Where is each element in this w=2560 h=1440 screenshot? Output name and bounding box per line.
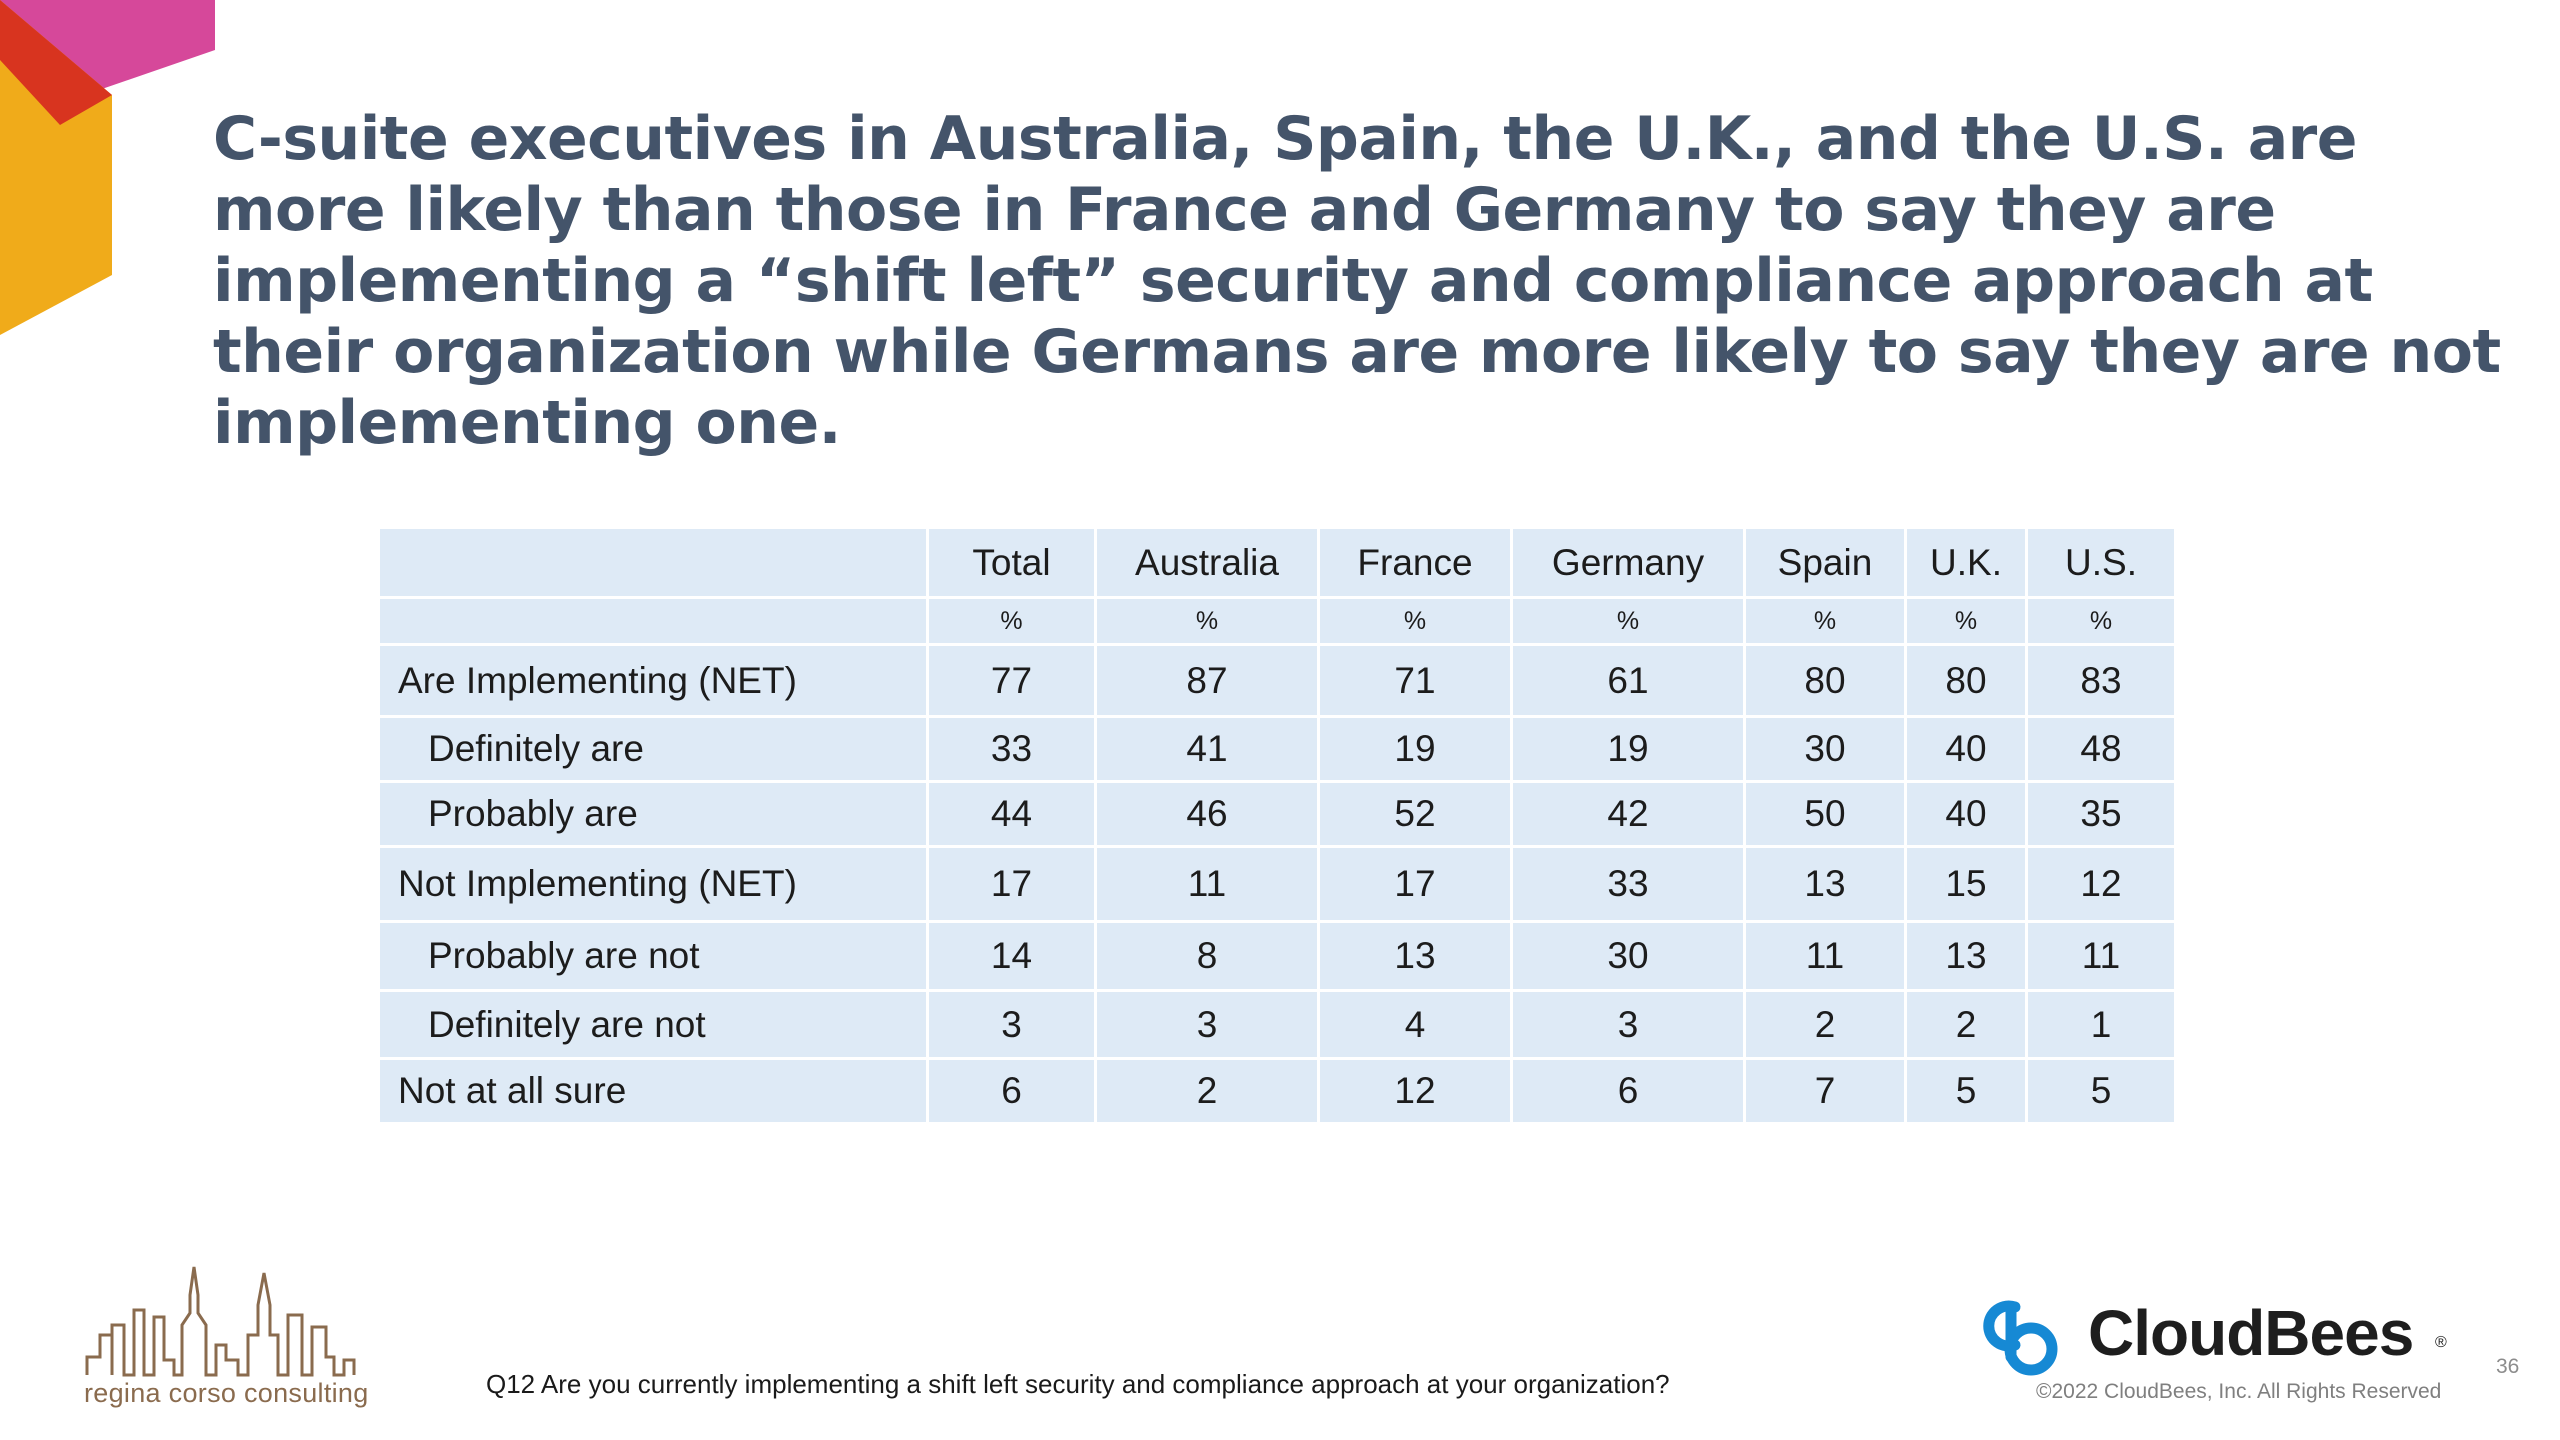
value-cell: 52 xyxy=(1320,783,1510,845)
unit-cell: % xyxy=(1097,599,1317,643)
question-footnote: Q12 Are you currently implementing a shi… xyxy=(486,1369,1670,1399)
value-cell: 13 xyxy=(1907,923,2025,989)
table-header-row: Total Australia France Germany Spain U.K… xyxy=(380,529,2174,596)
value-cell: 13 xyxy=(1746,848,1904,920)
value-cell: 2 xyxy=(1746,992,1904,1057)
value-cell: 12 xyxy=(2028,848,2174,920)
value-cell: 83 xyxy=(2028,646,2174,715)
value-cell: 77 xyxy=(929,646,1094,715)
value-cell: 12 xyxy=(1320,1060,1510,1122)
table-row: Probably are 44 46 52 42 50 40 35 xyxy=(380,783,2174,845)
value-cell: 87 xyxy=(1097,646,1317,715)
value-cell: 3 xyxy=(929,992,1094,1057)
unit-cell: % xyxy=(2028,599,2174,643)
value-cell: 19 xyxy=(1320,718,1510,780)
column-header: Germany xyxy=(1513,529,1743,596)
registered-mark: ® xyxy=(2435,1334,2447,1351)
value-cell: 7 xyxy=(1746,1060,1904,1122)
unit-cell: % xyxy=(929,599,1094,643)
value-cell: 1 xyxy=(2028,992,2174,1057)
value-cell: 3 xyxy=(1097,992,1317,1057)
unit-row: % % % % % % % xyxy=(380,599,2174,643)
regina-corso-logo-text: regina corso consulting xyxy=(84,1378,369,1408)
page-number: 36 xyxy=(2496,1355,2520,1378)
value-cell: 44 xyxy=(929,783,1094,845)
slide-title: C-suite executives in Australia, Spain, … xyxy=(213,104,2501,458)
table-row: Are Implementing (NET) 77 87 71 61 80 80… xyxy=(380,646,2174,715)
value-cell: 35 xyxy=(2028,783,2174,845)
value-cell: 13 xyxy=(1320,923,1510,989)
unit-cell: % xyxy=(1746,599,1904,643)
row-label: Definitely are xyxy=(380,718,926,780)
value-cell: 8 xyxy=(1097,923,1317,989)
unit-cell: % xyxy=(1320,599,1510,643)
table-row: Probably are not 14 8 13 30 11 13 11 xyxy=(380,923,2174,989)
value-cell: 11 xyxy=(1097,848,1317,920)
value-cell: 48 xyxy=(2028,718,2174,780)
value-cell: 50 xyxy=(1746,783,1904,845)
value-cell: 6 xyxy=(1513,1060,1743,1122)
value-cell: 2 xyxy=(1907,992,2025,1057)
value-cell: 15 xyxy=(1907,848,2025,920)
value-cell: 17 xyxy=(1320,848,1510,920)
value-cell: 6 xyxy=(929,1060,1094,1122)
value-cell: 5 xyxy=(2028,1060,2174,1122)
column-header: U.S. xyxy=(2028,529,2174,596)
column-header: France xyxy=(1320,529,1510,596)
column-header: Spain xyxy=(1746,529,1904,596)
value-cell: 40 xyxy=(1907,783,2025,845)
cloudbees-wordmark: CloudBees xyxy=(2088,1297,2414,1369)
row-label: Probably are not xyxy=(380,923,926,989)
column-header: U.K. xyxy=(1907,529,2025,596)
row-label: Are Implementing (NET) xyxy=(380,646,926,715)
value-cell: 42 xyxy=(1513,783,1743,845)
unit-empty-cell xyxy=(380,599,926,643)
table-row: Definitely are 33 41 19 19 30 40 48 xyxy=(380,718,2174,780)
column-header: Australia xyxy=(1097,529,1317,596)
value-cell: 61 xyxy=(1513,646,1743,715)
copyright-text: ©2022 CloudBees, Inc. All Rights Reserve… xyxy=(2036,1380,2442,1403)
value-cell: 11 xyxy=(1746,923,1904,989)
value-cell: 4 xyxy=(1320,992,1510,1057)
results-table: Total Australia France Germany Spain U.K… xyxy=(377,526,2177,1125)
value-cell: 5 xyxy=(1907,1060,2025,1122)
value-cell: 19 xyxy=(1513,718,1743,780)
value-cell: 40 xyxy=(1907,718,2025,780)
value-cell: 80 xyxy=(1907,646,2025,715)
value-cell: 30 xyxy=(1513,923,1743,989)
value-cell: 71 xyxy=(1320,646,1510,715)
row-label: Definitely are not xyxy=(380,992,926,1057)
cloudbees-cb-icon xyxy=(1983,1300,2058,1376)
value-cell: 46 xyxy=(1097,783,1317,845)
value-cell: 2 xyxy=(1097,1060,1317,1122)
header-empty-cell xyxy=(380,529,926,596)
value-cell: 41 xyxy=(1097,718,1317,780)
row-label: Probably are xyxy=(380,783,926,845)
table-row: Definitely are not 3 3 4 3 2 2 1 xyxy=(380,992,2174,1057)
unit-cell: % xyxy=(1513,599,1743,643)
value-cell: 80 xyxy=(1746,646,1904,715)
row-label: Not Implementing (NET) xyxy=(380,848,926,920)
row-label: Not at all sure xyxy=(380,1060,926,1122)
value-cell: 17 xyxy=(929,848,1094,920)
value-cell: 30 xyxy=(1746,718,1904,780)
unit-cell: % xyxy=(1907,599,2025,643)
value-cell: 14 xyxy=(929,923,1094,989)
table-row: Not at all sure 6 2 12 6 7 5 5 xyxy=(380,1060,2174,1122)
value-cell: 33 xyxy=(929,718,1094,780)
value-cell: 11 xyxy=(2028,923,2174,989)
column-header: Total xyxy=(929,529,1094,596)
city-skyline-icon xyxy=(85,1266,356,1377)
value-cell: 3 xyxy=(1513,992,1743,1057)
value-cell: 33 xyxy=(1513,848,1743,920)
brand-corner-shapes xyxy=(0,0,215,335)
table-row: Not Implementing (NET) 17 11 17 33 13 15… xyxy=(380,848,2174,920)
